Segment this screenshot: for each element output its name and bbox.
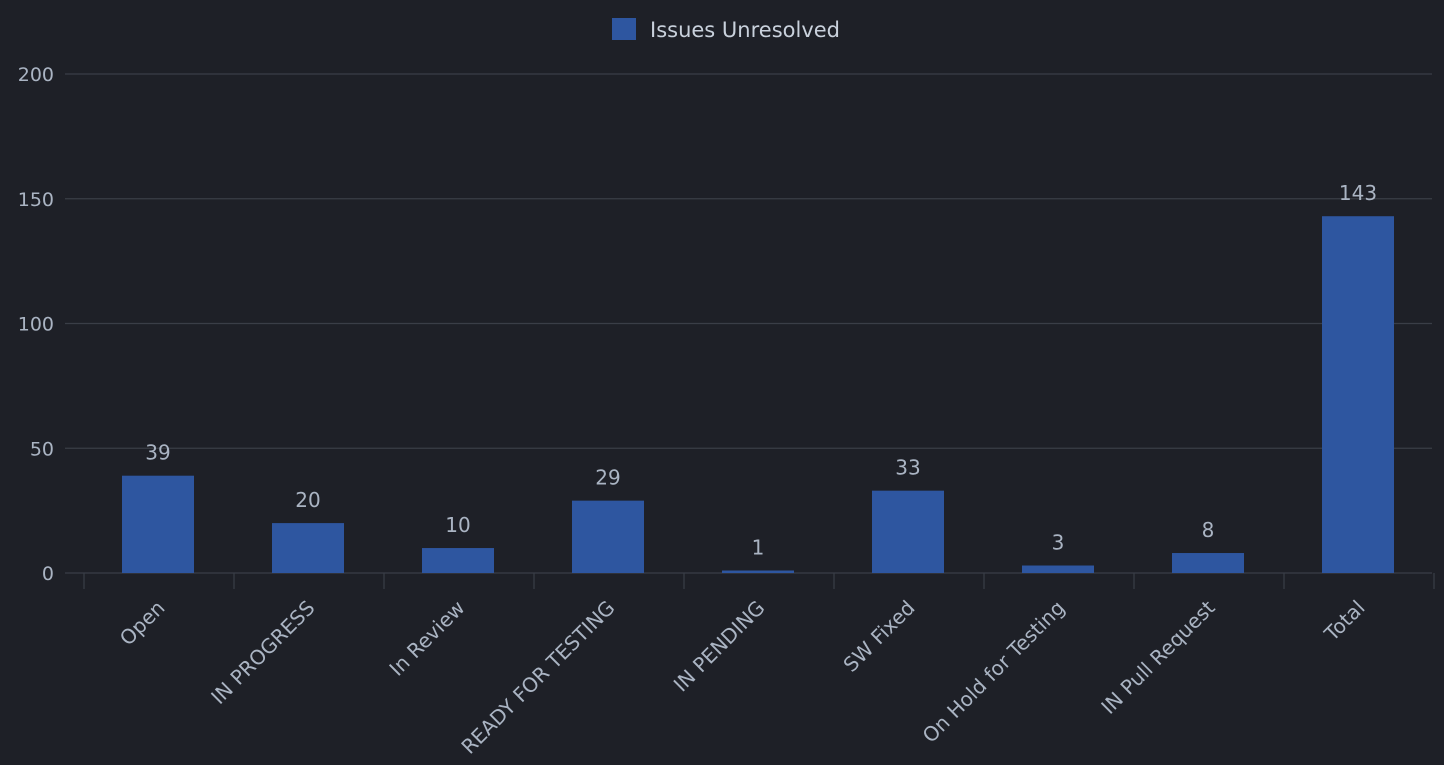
y-axis: 0 50 100 150 200 xyxy=(18,64,54,585)
x-tick-label: Total xyxy=(1319,596,1370,647)
bar[interactable] xyxy=(572,500,644,573)
x-tick-label: Open xyxy=(115,596,170,651)
y-tick-label: 0 xyxy=(42,563,54,585)
bar[interactable] xyxy=(722,570,794,573)
data-label: 33 xyxy=(895,456,920,480)
bar[interactable] xyxy=(872,490,944,573)
x-tick-label: In Review xyxy=(384,596,469,681)
legend-label[interactable]: Issues Unresolved xyxy=(650,18,840,42)
bar[interactable] xyxy=(1172,553,1244,573)
bar[interactable] xyxy=(422,548,494,573)
bar[interactable] xyxy=(1322,216,1394,573)
x-tick-label: IN PROGRESS xyxy=(206,596,319,709)
data-label: 8 xyxy=(1202,518,1215,542)
data-label: 10 xyxy=(445,513,470,537)
data-label: 39 xyxy=(145,441,170,465)
x-tick-label: On Hold for Testing xyxy=(918,596,1070,748)
legend[interactable]: Issues Unresolved xyxy=(612,18,840,42)
bar[interactable] xyxy=(1022,565,1094,573)
y-tick-label: 100 xyxy=(18,314,54,336)
bar[interactable] xyxy=(122,475,194,573)
y-tick-label: 200 xyxy=(18,64,54,86)
x-tick-label: SW Fixed xyxy=(838,596,919,677)
x-tick-label: IN PENDING xyxy=(669,596,770,697)
y-tick-label: 50 xyxy=(30,438,54,460)
bars xyxy=(122,216,1394,573)
legend-swatch[interactable] xyxy=(612,18,636,40)
y-tick-label: 150 xyxy=(18,189,54,211)
bar[interactable] xyxy=(272,523,344,573)
data-label: 143 xyxy=(1339,181,1377,205)
data-label: 1 xyxy=(752,536,765,560)
x-tick-label: READY FOR TESTING xyxy=(456,596,619,759)
data-label: 20 xyxy=(295,488,320,512)
gridlines xyxy=(65,73,1432,574)
data-label: 29 xyxy=(595,466,620,490)
x-tick-label: IN Pull Request xyxy=(1096,595,1219,718)
data-label: 3 xyxy=(1052,531,1065,555)
